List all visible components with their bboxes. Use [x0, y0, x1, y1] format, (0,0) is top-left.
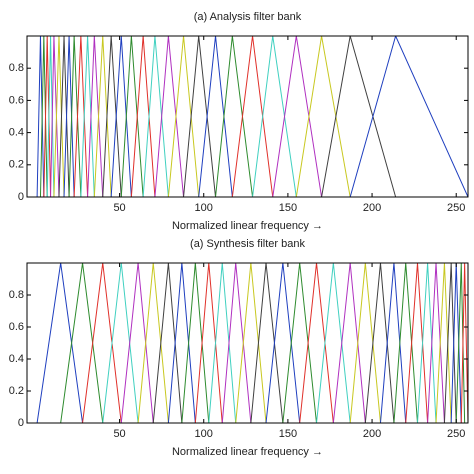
filter-triangle	[130, 36, 156, 197]
filter-triangle	[316, 263, 351, 423]
filter-triangle	[68, 36, 82, 197]
filter-triangle	[231, 36, 274, 197]
plot-area	[36, 263, 468, 423]
filter-triangle	[93, 36, 112, 197]
filter-triangle	[332, 263, 366, 423]
filter-triangle	[405, 263, 429, 423]
axes-box	[26, 262, 469, 424]
chart-title: (a) Analysis filter bank	[194, 11, 302, 23]
x-tick-label: 100	[195, 202, 213, 214]
y-tick-label: 0.4	[9, 353, 24, 365]
filter-triangle	[82, 263, 122, 423]
x-tick-label: 50	[113, 428, 125, 440]
filter-triangle	[450, 263, 462, 423]
filter-triangle	[299, 263, 334, 423]
filter-triangle	[295, 36, 351, 197]
filter-triangle	[181, 263, 210, 423]
filter-triangle	[183, 36, 217, 197]
filter-triangle	[167, 36, 200, 197]
filter-triangle	[120, 263, 154, 423]
y-tick-label: 0.4	[9, 127, 24, 139]
filter-triangle	[417, 263, 437, 423]
filter-triangle	[36, 36, 45, 197]
filter-triangle	[282, 263, 318, 423]
x-axis-label: Normalized linear frequency →	[172, 446, 323, 458]
filter-triangle	[63, 36, 75, 197]
x-tick-label: 250	[447, 202, 465, 214]
x-tick-label: 150	[279, 428, 297, 440]
filter-triangle	[208, 263, 237, 423]
filter-triangle	[50, 36, 60, 197]
filter-triangle	[265, 263, 301, 423]
chart-title: (a) Synthesis filter bank	[190, 238, 305, 250]
x-tick-label: 100	[195, 428, 213, 440]
y-tick-label: 0	[18, 417, 24, 429]
filter-triangle	[39, 36, 48, 197]
filter-triangle	[393, 263, 419, 423]
axes-box	[26, 35, 469, 198]
plot-area	[36, 36, 468, 197]
filter-triangle	[435, 263, 452, 423]
y-tick-label: 0.8	[9, 289, 24, 301]
y-tick-label: 0.6	[9, 94, 24, 106]
y-tick-label: 0	[18, 191, 24, 203]
filter-triangle	[87, 36, 104, 197]
x-axis-label: Normalized linear frequency →	[172, 220, 323, 232]
filter-triangle	[427, 263, 445, 423]
filter-triangle	[198, 36, 233, 197]
filter-triangle	[102, 263, 139, 423]
x-tick-label: 200	[363, 202, 381, 214]
filter-triangle	[349, 263, 381, 423]
filter-triangle	[73, 36, 89, 197]
filter-triangle	[349, 36, 468, 197]
filter-triangle	[460, 263, 468, 423]
filter-triangle	[364, 263, 395, 423]
filter-triangle	[142, 36, 169, 197]
x-tick-label: 50	[113, 202, 125, 214]
filter-triangle	[137, 263, 169, 423]
y-tick-label: 0.2	[9, 385, 24, 397]
y-tick-label: 0.2	[9, 159, 24, 171]
filter-triangle	[167, 263, 196, 423]
filter-triangle	[455, 263, 466, 423]
y-tick-label: 0.8	[9, 62, 24, 74]
filter-triangle	[221, 263, 252, 423]
filter-triangle	[60, 263, 104, 423]
y-tick-label: 0.6	[9, 321, 24, 333]
filter-triangle	[152, 263, 183, 423]
filter-triangle	[46, 36, 55, 197]
filter-triangle	[43, 36, 52, 197]
x-tick-label: 200	[363, 428, 381, 440]
filter-triangle	[321, 36, 397, 197]
filter-triangle	[58, 36, 70, 197]
filter-triangle	[154, 36, 185, 197]
filter-triangle	[215, 36, 254, 197]
filter-triangle	[443, 263, 457, 423]
filter-triangle	[102, 36, 122, 197]
filter-triangle	[120, 36, 144, 197]
filter-triangle	[272, 36, 323, 197]
filter-triangle	[379, 263, 407, 423]
filter-triangle	[110, 36, 132, 197]
filter-triangle	[36, 263, 84, 423]
x-tick-label: 150	[279, 202, 297, 214]
filter-triangle	[80, 36, 95, 197]
filter-triangle	[53, 36, 65, 197]
filter-triangle	[252, 36, 297, 197]
filter-triangle	[194, 263, 223, 423]
filter-triangle	[250, 263, 284, 423]
filter-triangle	[235, 263, 267, 423]
x-tick-label: 250	[447, 428, 465, 440]
